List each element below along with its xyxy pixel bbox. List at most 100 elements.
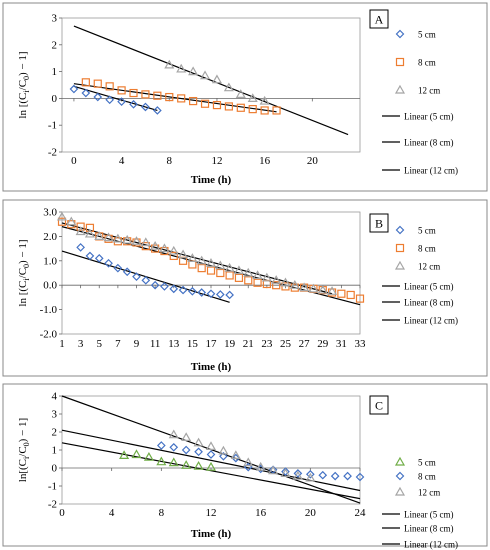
data-point — [69, 84, 79, 94]
data-point — [337, 289, 346, 298]
x-tick-label: 27 — [299, 338, 311, 350]
data-point — [197, 288, 207, 297]
x-tick-label: 23 — [261, 338, 273, 350]
data-point — [104, 258, 113, 268]
data-point — [196, 255, 207, 265]
chart-panel-b: -2.0-1.00.01.02.03.01 3 5 7 9 11 13 15 17 19 21 23 2… — [2, 199, 488, 377]
legend-entry: 8 cm — [418, 472, 436, 482]
data-point — [235, 89, 246, 98]
x-tick-label: 16 — [255, 507, 267, 519]
y-axis-label-part: 0 — [22, 76, 31, 80]
data-point — [188, 286, 197, 296]
x-tick-label: 5 — [97, 338, 103, 350]
data-point — [206, 266, 216, 275]
legend-marker — [395, 471, 405, 481]
legend-entry: Linear (12 cm) — [404, 316, 458, 326]
x-axis-label: Time (h) — [191, 174, 232, 186]
data-point — [346, 290, 355, 300]
data-point — [56, 211, 68, 221]
data-point — [193, 460, 204, 470]
data-point — [188, 66, 199, 76]
data-point — [218, 445, 229, 455]
y-tick-label: 3.0 — [43, 207, 57, 219]
data-point — [85, 223, 95, 232]
legend-entry: 8 cm — [418, 58, 436, 68]
data-point — [318, 470, 328, 480]
y-tick-label: 2 — [52, 427, 58, 439]
data-point — [81, 78, 90, 87]
data-point — [169, 442, 179, 452]
y-tick-label: 4 — [52, 391, 58, 403]
y-tick-label: -1 — [48, 481, 57, 493]
data-point — [132, 272, 141, 282]
legend-marker — [394, 486, 406, 496]
x-tick-label: 21 — [243, 338, 254, 350]
y-tick-label: 1 — [52, 445, 58, 457]
data-point — [159, 243, 170, 253]
data-point — [317, 284, 328, 294]
x-tick-label: 9 — [134, 338, 140, 350]
trendline-2 — [73, 83, 277, 113]
data-point — [129, 88, 138, 98]
legend-marker — [395, 57, 405, 67]
data-point — [243, 267, 254, 277]
plot-area — [61, 211, 361, 335]
legend-entry: Linear (5 cm) — [404, 510, 453, 520]
y-axis-label-part: ln [(C — [17, 281, 29, 307]
data-point — [94, 231, 105, 240]
data-point — [141, 242, 150, 251]
data-point — [165, 92, 174, 102]
data-point — [343, 471, 352, 481]
data-point — [85, 251, 95, 261]
data-point — [76, 222, 85, 231]
data-point — [205, 441, 217, 450]
data-point — [308, 283, 319, 293]
data-point — [215, 290, 225, 299]
data-point — [143, 451, 154, 461]
data-point — [119, 450, 130, 459]
data-point — [215, 260, 226, 270]
data-point — [355, 294, 365, 303]
y-axis-label-part: ln [(C — [17, 93, 29, 119]
data-point — [131, 449, 142, 459]
x-tick-label: 0 — [71, 155, 77, 167]
data-point — [181, 445, 191, 455]
data-point — [268, 465, 279, 475]
data-point — [141, 102, 150, 112]
data-point — [168, 457, 179, 467]
data-point — [305, 469, 315, 479]
data-point — [225, 290, 234, 300]
data-point — [272, 281, 281, 290]
data-point — [193, 437, 204, 447]
data-point — [140, 237, 151, 247]
panel-label-box — [369, 213, 389, 233]
y-tick-label: -2 — [48, 499, 57, 511]
x-tick-label: 12 — [206, 507, 217, 519]
data-point — [260, 106, 269, 115]
data-point — [216, 268, 225, 278]
data-point — [206, 450, 216, 459]
data-point — [200, 70, 211, 80]
data-point — [177, 94, 186, 103]
data-point — [224, 102, 233, 111]
data-point — [169, 251, 178, 261]
data-point — [247, 93, 258, 103]
legend-marker — [395, 29, 405, 39]
data-point — [117, 97, 126, 106]
x-tick-label: 1 — [59, 338, 65, 350]
legend-marker — [394, 84, 406, 94]
y-tick-label: -2 — [48, 147, 57, 159]
data-point — [253, 278, 262, 287]
data-point — [112, 233, 123, 243]
data-point — [178, 285, 188, 295]
data-point — [150, 240, 161, 250]
data-point — [255, 461, 266, 471]
data-point — [176, 63, 187, 73]
data-point — [181, 460, 192, 469]
data-point — [93, 79, 102, 88]
data-point — [236, 103, 245, 112]
data-point — [243, 457, 254, 467]
legend-entry: Linear (12 cm) — [404, 166, 458, 176]
y-axis-label-part: /C — [17, 80, 29, 90]
